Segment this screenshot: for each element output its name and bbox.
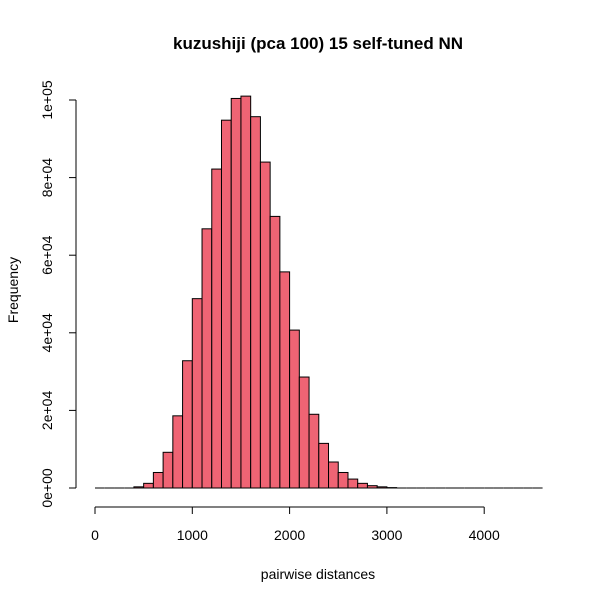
histogram-bar (191, 298, 203, 489)
y-axis-label: Frequency (5, 257, 21, 323)
x-tick-label: 2000 (274, 527, 305, 543)
histogram-bar (220, 119, 232, 489)
histogram-bar (133, 486, 145, 489)
y-tick-label: 2e+04 (39, 391, 55, 431)
histogram-bar (279, 271, 291, 489)
histogram-bar (376, 486, 388, 489)
x-tick-label: 4000 (469, 527, 500, 543)
histogram-bar (366, 485, 378, 489)
x-axis-label: pairwise distances (261, 566, 375, 582)
histogram-bar (152, 471, 164, 489)
histogram-bar (289, 329, 300, 489)
histogram-bar (143, 482, 154, 489)
histogram-bar (318, 442, 330, 489)
chart-title: kuzushiji (pca 100) 15 self-tuned NN (173, 34, 463, 53)
y-tick-label: 6e+04 (39, 235, 55, 275)
x-axis: 0 1000 2000 3000 4000 (91, 506, 500, 543)
y-tick-label: 0e+00 (39, 468, 55, 508)
y-tick-label: 4e+04 (39, 313, 55, 353)
histogram-bar (162, 451, 174, 489)
histogram-bar (259, 161, 271, 489)
histogram-bars (95, 95, 543, 489)
histogram-bar (182, 360, 193, 489)
x-tick-label: 3000 (371, 527, 402, 543)
x-tick-label: 1000 (177, 527, 208, 543)
histogram-bar (250, 116, 261, 489)
histogram-bar (201, 228, 213, 489)
histogram-bar (357, 482, 368, 489)
y-axis: 0e+00 2e+04 4e+04 6e+04 8e+04 1e+05 (39, 80, 77, 508)
histogram-bar (347, 478, 359, 489)
y-tick-label: 1e+05 (39, 80, 55, 120)
histogram-bar (211, 168, 222, 489)
histogram-bar (328, 461, 339, 489)
histogram-bar (298, 376, 310, 489)
histogram-bar (269, 215, 281, 489)
histogram-bar (230, 97, 242, 489)
y-tick-label: 8e+04 (39, 158, 55, 198)
histogram-bar (172, 415, 184, 489)
histogram-bar (337, 471, 349, 489)
x-tick-label: 0 (91, 527, 99, 543)
histogram-bar (240, 95, 252, 489)
histogram-bar (308, 413, 320, 489)
